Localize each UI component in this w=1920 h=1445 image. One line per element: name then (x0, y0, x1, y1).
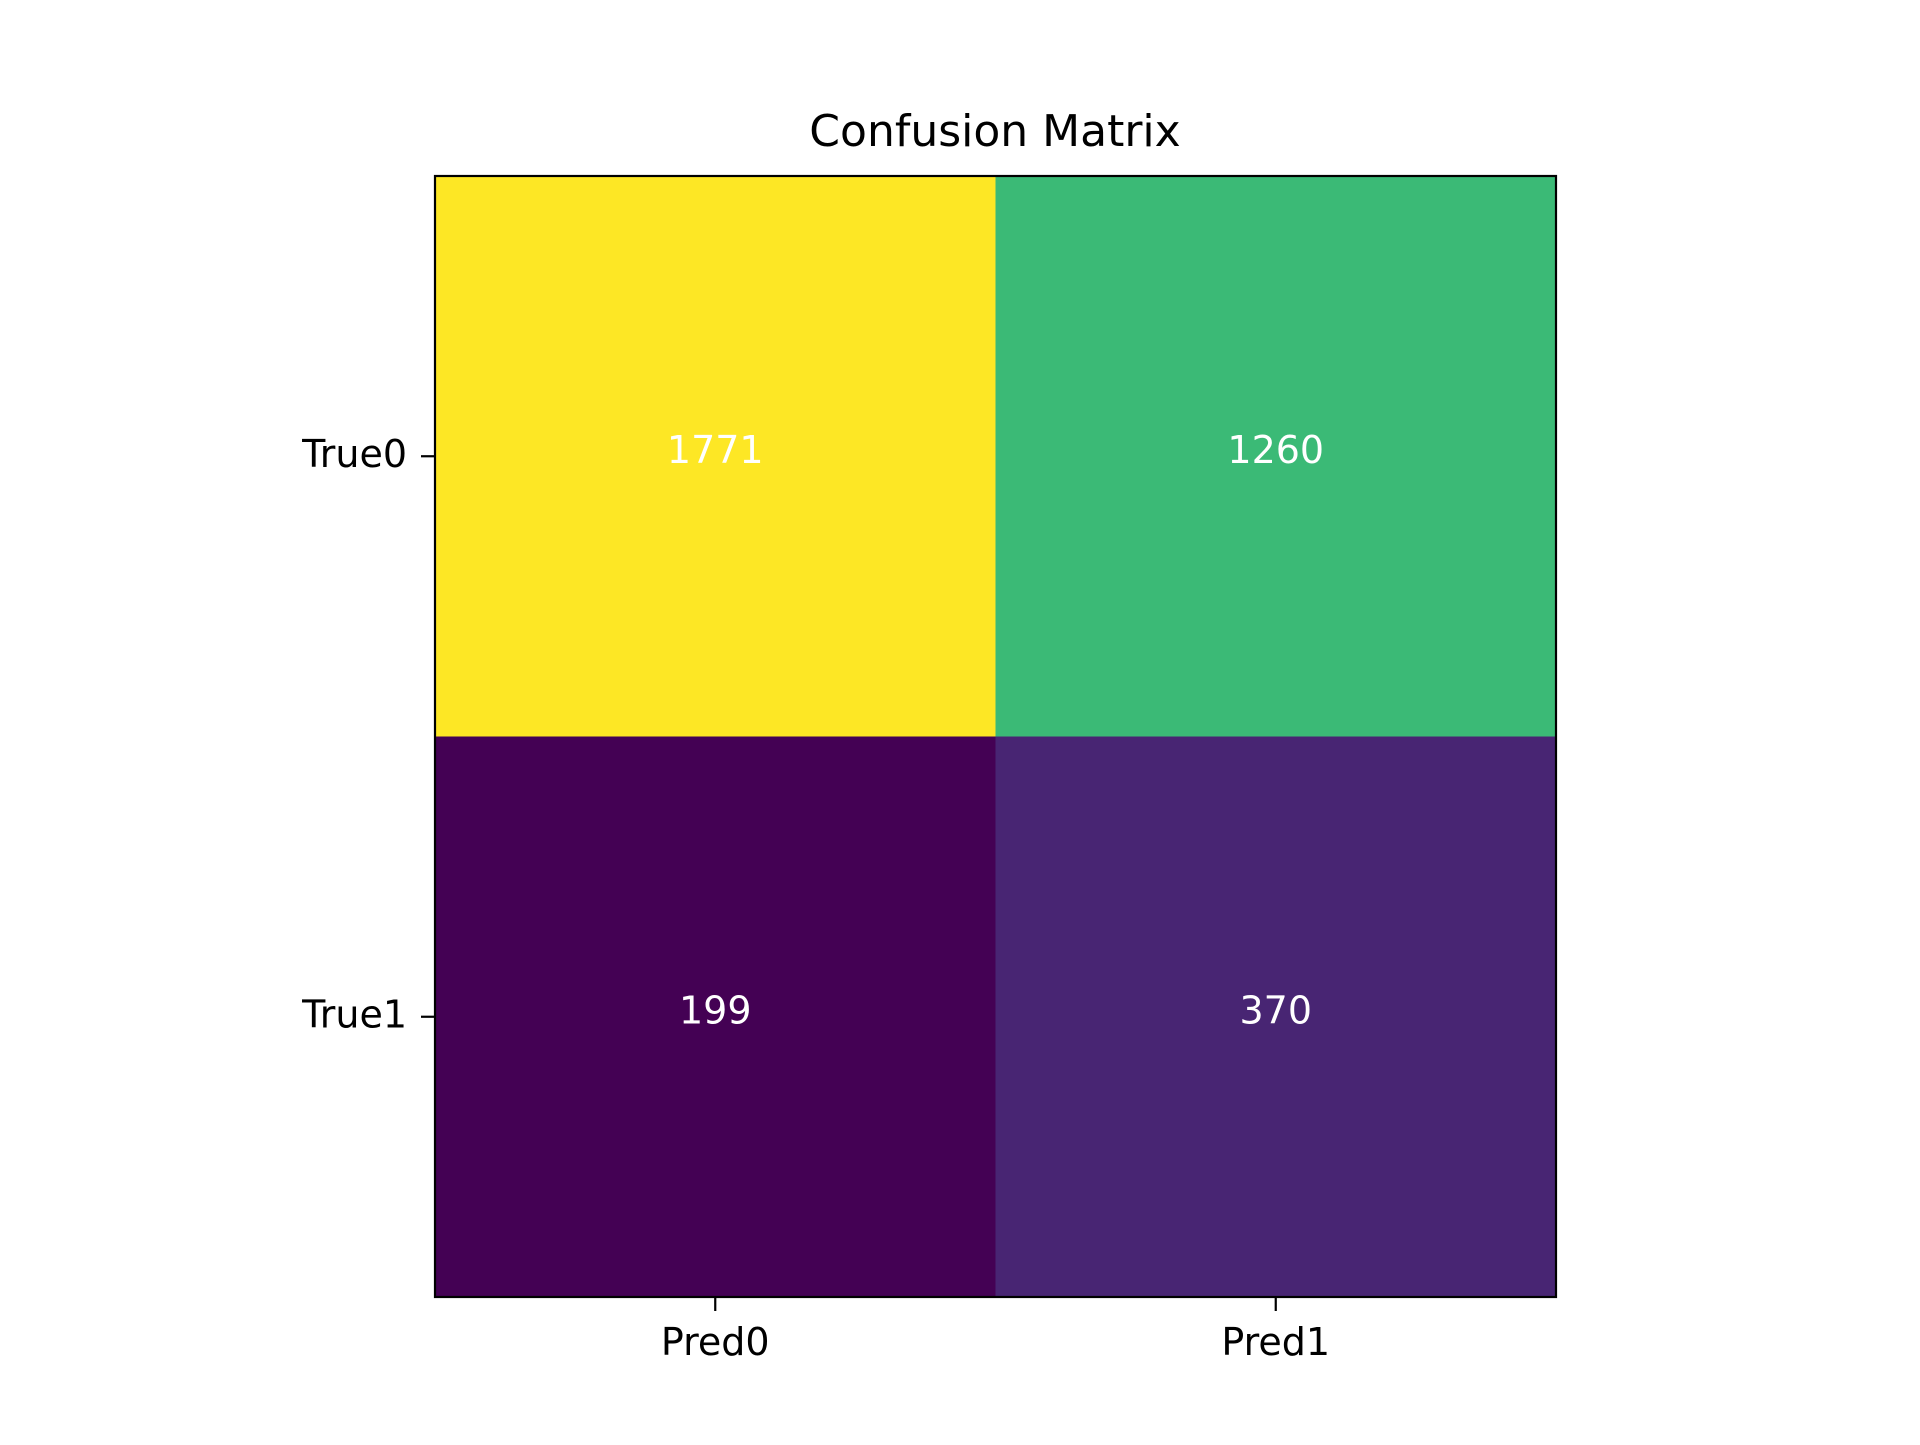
heatmap-cell-1-1 (995, 736, 1557, 1298)
y-tick-label: True1 (301, 992, 407, 1036)
chart-title: Confusion Matrix (809, 106, 1180, 157)
y-axis: True0 True1 (301, 432, 435, 1036)
heatmap-cell-0-0 (435, 176, 996, 737)
cell-value-0-1: 1260 (1227, 428, 1324, 472)
x-tick-label: Pred0 (661, 1320, 770, 1364)
cell-value-0-0: 1771 (667, 428, 764, 472)
heatmap-cells (435, 176, 1557, 1298)
x-tick-label: Pred1 (1221, 1320, 1330, 1364)
plot-frame (433, 174, 1558, 1299)
heatmap-cell-1-0 (435, 736, 996, 1298)
heatmap-cell-0-1 (995, 176, 1557, 737)
y-tick-label: True0 (301, 432, 407, 476)
cell-value-1-0: 199 (679, 988, 752, 1032)
cell-annotations: 1771 1260 199 370 (667, 428, 1324, 1033)
cell-value-1-1: 370 (1239, 988, 1312, 1032)
x-axis: Pred0 Pred1 (661, 1297, 1330, 1364)
